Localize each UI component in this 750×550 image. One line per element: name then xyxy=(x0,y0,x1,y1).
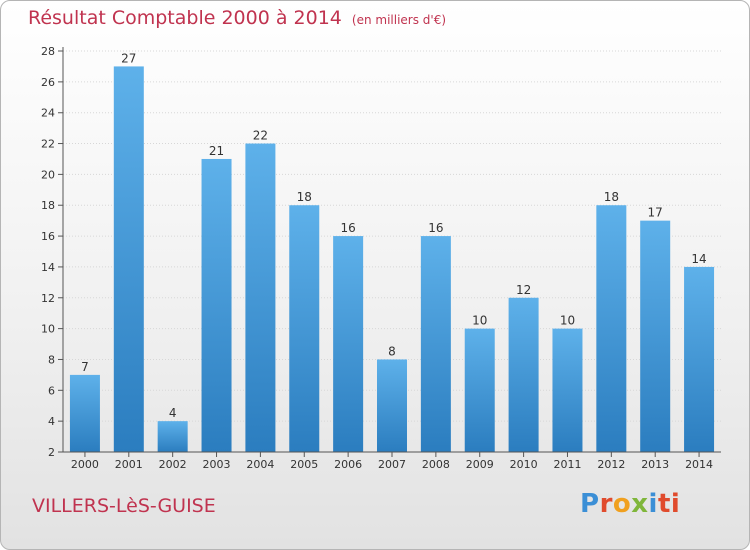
bar xyxy=(157,421,188,452)
x-tick-label: 2002 xyxy=(159,458,187,471)
chart-title-text: Résultat Comptable 2000 à 2014 xyxy=(28,7,342,29)
bar-value-label: 16 xyxy=(428,221,443,235)
bar-value-label: 4 xyxy=(169,406,177,420)
x-tick-label: 2004 xyxy=(246,458,274,471)
bar-value-label: 17 xyxy=(648,206,663,220)
bar-value-label: 8 xyxy=(388,344,396,358)
bar xyxy=(596,205,627,452)
y-tick-label: 4 xyxy=(48,415,55,428)
y-tick-label: 24 xyxy=(41,107,55,120)
logo-letter: P xyxy=(580,489,600,519)
y-tick-label: 22 xyxy=(41,138,55,151)
bar xyxy=(245,143,276,453)
bar-value-label: 7 xyxy=(81,360,89,374)
bar-value-label: 16 xyxy=(340,221,355,235)
y-tick-label: 20 xyxy=(41,168,55,181)
x-tick-label: 2014 xyxy=(685,458,713,471)
y-tick-label: 10 xyxy=(41,323,55,336)
x-tick-label: 2005 xyxy=(290,458,318,471)
y-tick-label: 26 xyxy=(41,76,55,89)
x-tick-label: 2001 xyxy=(115,458,143,471)
bar-value-label: 27 xyxy=(121,51,136,65)
y-tick-label: 12 xyxy=(41,292,55,305)
y-tick-label: 6 xyxy=(48,384,55,397)
y-tick-label: 8 xyxy=(48,353,55,366)
bar-value-label: 14 xyxy=(691,252,706,266)
proxiti-logo: Proxiti xyxy=(580,489,680,519)
labels: 2468101214161820222426287200027200142002… xyxy=(41,45,713,471)
bar xyxy=(69,374,100,452)
y-tick-label: 14 xyxy=(41,261,55,274)
x-tick-label: 2003 xyxy=(203,458,231,471)
bar xyxy=(377,359,407,452)
bar-value-label: 12 xyxy=(516,283,531,297)
bar xyxy=(289,205,320,452)
town-name: VILLERS-LèS-GUISE xyxy=(32,495,216,517)
bar xyxy=(201,158,232,452)
bar xyxy=(552,328,583,452)
logo-letter: ti xyxy=(657,489,681,519)
y-tick-label: 18 xyxy=(41,199,55,212)
x-tick-label: 2010 xyxy=(510,458,538,471)
bar-value-label: 10 xyxy=(560,314,575,328)
bar xyxy=(640,220,671,452)
x-tick-label: 2007 xyxy=(378,458,406,471)
logo-letter: r xyxy=(599,489,613,519)
bar xyxy=(113,66,144,452)
x-tick-label: 2009 xyxy=(466,458,494,471)
bar xyxy=(333,236,364,452)
bar xyxy=(684,266,715,452)
chart-subtitle: (en milliers d'€) xyxy=(351,13,447,27)
axes xyxy=(58,47,721,457)
x-tick-label: 2000 xyxy=(71,458,99,471)
x-tick-label: 2011 xyxy=(553,458,581,471)
bar-value-label: 21 xyxy=(209,144,224,158)
x-tick-label: 2013 xyxy=(641,458,669,471)
x-tick-label: 2012 xyxy=(597,458,625,471)
chart-title: Résultat Comptable 2000 à 2014 (en millie… xyxy=(28,7,446,29)
bar xyxy=(420,236,451,452)
y-tick-label: 16 xyxy=(41,230,55,243)
bars xyxy=(69,66,715,453)
bar xyxy=(464,328,495,452)
x-tick-label: 2006 xyxy=(334,458,362,471)
logo-letter: o xyxy=(612,489,632,519)
bar-value-label: 18 xyxy=(297,190,312,204)
x-tick-label: 2008 xyxy=(422,458,450,471)
y-tick-label: 2 xyxy=(48,446,55,459)
bar-value-label: 22 xyxy=(253,129,268,143)
bar xyxy=(508,297,539,452)
bar-value-label: 18 xyxy=(604,190,619,204)
logo-letter: x xyxy=(631,489,649,519)
bar-value-label: 10 xyxy=(472,314,487,328)
y-tick-label: 28 xyxy=(41,45,55,58)
logo-letter: i xyxy=(648,489,658,519)
